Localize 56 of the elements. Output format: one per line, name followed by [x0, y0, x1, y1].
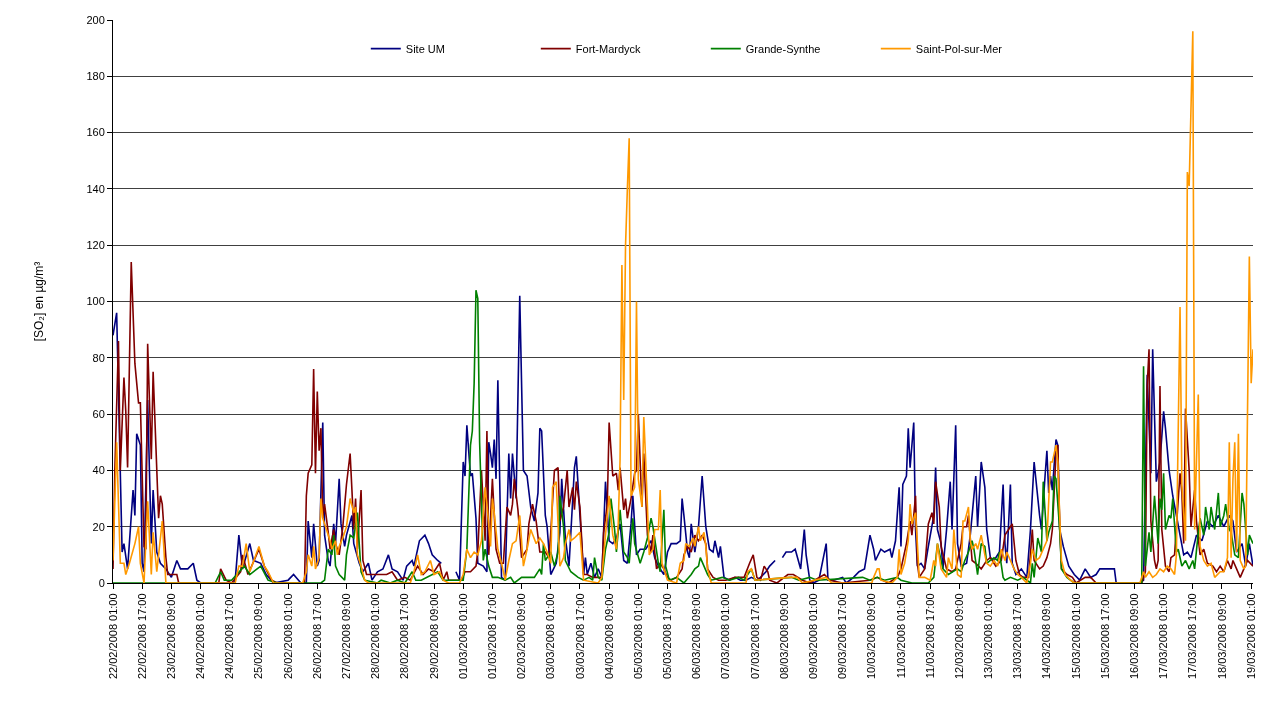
y-tick-label: 60	[92, 407, 105, 420]
y-axis-title: [SO₂] en µg/m³	[31, 261, 46, 342]
x-tick-label: 16/03/2008 09:00	[1128, 593, 1141, 680]
x-tick-label: 18/03/2008 09:00	[1215, 593, 1228, 680]
x-tick-label: 01/03/2008 17:00	[485, 593, 498, 680]
x-tick-label: 04/03/2008 09:00	[602, 593, 615, 680]
x-tick-label: 03/03/2008 01:00	[544, 593, 557, 680]
y-tick-label: 100	[86, 295, 105, 308]
x-tick-label: 13/03/2008 17:00	[1011, 593, 1024, 680]
x-tick-label: 22/02/2008 17:00	[135, 593, 148, 680]
x-tick-label: 15/03/2008 17:00	[1098, 593, 1111, 680]
y-tick-label: 0	[98, 576, 105, 589]
x-tick-label: 13/03/2008 01:00	[982, 593, 995, 680]
x-tick-label: 01/03/2008 01:00	[456, 593, 469, 680]
legend-label: Saint-Pol-sur-Mer	[915, 42, 1003, 55]
x-tick-label: 17/03/2008 17:00	[1186, 593, 1199, 680]
y-tick-label: 80	[92, 351, 105, 364]
y-tick-label: 200	[86, 13, 105, 26]
legend-label: Site UM	[405, 42, 445, 55]
x-tick-label: 27/02/2008 09:00	[340, 593, 353, 680]
x-tick-label: 23/02/2008 09:00	[164, 593, 177, 680]
y-tick-label: 160	[86, 126, 105, 139]
x-tick-label: 09/03/2008 01:00	[806, 593, 819, 680]
x-tick-label: 03/03/2008 17:00	[573, 593, 586, 680]
legend-label: Fort-Mardyck	[575, 42, 642, 55]
x-tick-label: 24/02/2008 01:00	[194, 593, 207, 680]
x-tick-label: 29/02/2008 09:00	[427, 593, 440, 680]
y-tick-label: 40	[92, 464, 105, 477]
y-tick-label: 140	[86, 182, 105, 195]
x-tick-label: 14/03/2008 09:00	[1040, 593, 1053, 680]
x-tick-label: 08/03/2008 09:00	[777, 593, 790, 680]
x-tick-label: 26/02/2008 01:00	[281, 593, 294, 680]
y-tick-label: 20	[92, 520, 105, 533]
x-tick-label: 15/03/2008 01:00	[1069, 593, 1082, 680]
x-tick-label: 12/03/2008 09:00	[952, 593, 965, 680]
x-tick-label: 05/03/2008 01:00	[631, 593, 644, 680]
x-tick-label: 11/03/2008 01:00	[894, 593, 907, 679]
x-tick-label: 26/02/2008 17:00	[310, 593, 323, 680]
x-tick-label: 09/03/2008 17:00	[836, 593, 849, 680]
x-tick-label: 07/03/2008 17:00	[748, 593, 761, 680]
y-tick-label: 120	[86, 239, 105, 252]
legend-label: Grande-Synthe	[745, 42, 821, 55]
x-tick-label: 07/03/2008 01:00	[719, 593, 732, 680]
x-tick-label: 10/03/2008 09:00	[865, 593, 878, 680]
x-tick-label: 25/02/2008 09:00	[252, 593, 265, 680]
x-tick-label: 11/03/2008 17:00	[923, 593, 936, 679]
x-tick-label: 05/03/2008 17:00	[661, 593, 674, 680]
x-tick-label: 19/03/2008 01:00	[1244, 593, 1257, 680]
x-tick-label: 02/03/2008 09:00	[515, 593, 528, 680]
x-tick-label: 06/03/2008 09:00	[690, 593, 703, 680]
x-tick-label: 22/02/2008 01:00	[106, 593, 119, 680]
x-tick-label: 24/02/2008 17:00	[223, 593, 236, 680]
x-tick-label: 17/03/2008 01:00	[1157, 593, 1170, 680]
x-tick-label: 28/02/2008 17:00	[398, 593, 411, 680]
y-tick-label: 180	[86, 70, 105, 83]
x-tick-label: 28/02/2008 01:00	[369, 593, 382, 680]
